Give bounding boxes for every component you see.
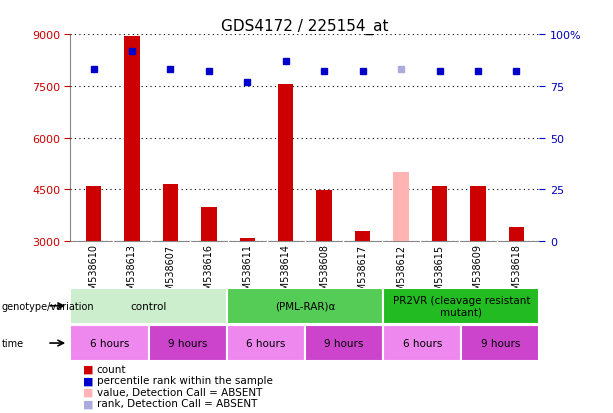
Bar: [70, 325, 149, 361]
Text: GSM538609: GSM538609: [473, 244, 483, 303]
Bar: [432, 187, 447, 242]
Bar: [227, 288, 383, 324]
Title: GDS4172 / 225154_at: GDS4172 / 225154_at: [221, 19, 389, 35]
Text: GSM538608: GSM538608: [319, 244, 329, 303]
Bar: [462, 325, 539, 361]
Bar: [383, 288, 539, 324]
Bar: [227, 325, 305, 361]
Text: 6 hours: 6 hours: [403, 338, 442, 348]
Bar: [240, 239, 255, 242]
Bar: [278, 85, 294, 242]
Bar: [86, 187, 101, 242]
Text: (PML-RAR)α: (PML-RAR)α: [275, 301, 335, 311]
Text: ■: ■: [83, 375, 93, 385]
Text: 9 hours: 9 hours: [324, 338, 364, 348]
Text: value, Detection Call = ABSENT: value, Detection Call = ABSENT: [97, 387, 262, 397]
Text: percentile rank within the sample: percentile rank within the sample: [97, 375, 273, 385]
Text: ■: ■: [83, 364, 93, 374]
Bar: [509, 228, 524, 242]
Text: genotype/variation: genotype/variation: [2, 301, 94, 311]
Text: ■: ■: [83, 399, 93, 408]
Bar: [201, 207, 216, 242]
Text: PR2VR (cleavage resistant
mutant): PR2VR (cleavage resistant mutant): [392, 295, 530, 317]
Bar: [305, 325, 383, 361]
Bar: [316, 191, 332, 242]
Text: count: count: [97, 364, 126, 374]
Text: GSM538618: GSM538618: [511, 244, 522, 303]
Text: GSM538617: GSM538617: [357, 244, 368, 303]
Bar: [70, 288, 227, 324]
Bar: [394, 173, 409, 242]
Bar: [470, 187, 485, 242]
Text: control: control: [131, 301, 167, 311]
Text: GSM538615: GSM538615: [435, 244, 444, 303]
Text: GSM538616: GSM538616: [204, 244, 214, 303]
Text: 6 hours: 6 hours: [246, 338, 286, 348]
Bar: [355, 231, 370, 242]
Text: ■: ■: [83, 387, 93, 397]
Bar: [124, 37, 140, 242]
Text: GSM538613: GSM538613: [127, 244, 137, 303]
Text: 6 hours: 6 hours: [90, 338, 129, 348]
Text: 9 hours: 9 hours: [481, 338, 520, 348]
Text: GSM538612: GSM538612: [396, 244, 406, 303]
Bar: [149, 325, 227, 361]
Text: GSM538610: GSM538610: [88, 244, 99, 303]
Text: GSM538614: GSM538614: [281, 244, 291, 303]
Text: GSM538607: GSM538607: [166, 244, 175, 303]
Text: rank, Detection Call = ABSENT: rank, Detection Call = ABSENT: [97, 399, 257, 408]
Text: GSM538611: GSM538611: [242, 244, 253, 303]
Text: time: time: [2, 338, 24, 348]
Text: 9 hours: 9 hours: [168, 338, 207, 348]
Bar: [162, 185, 178, 242]
Bar: [383, 325, 462, 361]
